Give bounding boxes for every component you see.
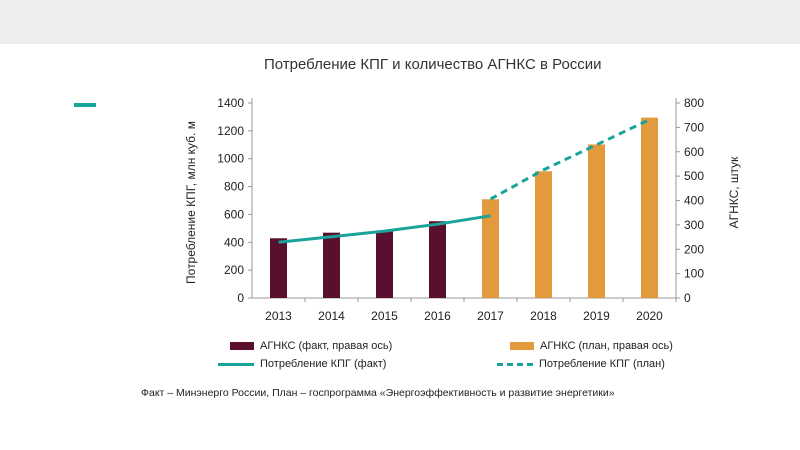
legend-item-fact-consumption: Потребление КПГ (факт) bbox=[218, 358, 386, 370]
bar-fact-2014 bbox=[323, 232, 340, 298]
bar-plan-2019 bbox=[588, 144, 605, 298]
left-tick-label: 1400 bbox=[217, 96, 244, 110]
y-axis-left-title: Потребление КПГ, млн куб. м bbox=[184, 121, 198, 284]
legend-label-fact-stations: АГНКС (факт, правая ось) bbox=[260, 340, 393, 352]
right-tick-label: 300 bbox=[684, 218, 704, 232]
y-axis-right-title: АГНКС, штук bbox=[727, 156, 741, 229]
left-tick-label: 400 bbox=[224, 235, 244, 249]
left-tick-label: 800 bbox=[224, 180, 244, 194]
bar-fact-2013 bbox=[270, 238, 287, 298]
accent-dash bbox=[74, 103, 96, 107]
right-tick-label: 700 bbox=[684, 120, 704, 134]
legend-label-plan-stations: АГНКС (план, правая ось) bbox=[540, 340, 673, 352]
legend-swatch-plan-stations bbox=[510, 342, 534, 350]
legend-item-fact-stations: АГНКС (факт, правая ось) bbox=[230, 340, 392, 352]
x-tick-label: 2017 bbox=[477, 309, 504, 323]
top-bar bbox=[0, 0, 800, 44]
right-tick-label: 500 bbox=[684, 169, 704, 183]
left-tick-label: 600 bbox=[224, 207, 244, 221]
legend-swatch-plan-consumption bbox=[497, 362, 533, 366]
x-tick-label: 2019 bbox=[583, 309, 610, 323]
right-tick-label: 0 bbox=[684, 291, 691, 305]
legend-item-plan-stations: АГНКС (план, правая ось) bbox=[510, 340, 673, 352]
x-tick-label: 2014 bbox=[318, 309, 345, 323]
x-tick-label: 2018 bbox=[530, 309, 557, 323]
line-consumption-plan bbox=[489, 118, 651, 201]
right-tick-label: 400 bbox=[684, 194, 704, 208]
legend-label-plan-consumption: Потребление КПГ (план) bbox=[539, 358, 665, 370]
x-tick-label: 2013 bbox=[265, 309, 292, 323]
legend-swatch-fact-consumption bbox=[218, 362, 254, 366]
bar-fact-2016 bbox=[429, 221, 446, 298]
chart-title: Потребление КПГ и количество АГНКС в Рос… bbox=[264, 56, 602, 73]
right-tick-label: 800 bbox=[684, 96, 704, 110]
bar-fact-2015 bbox=[376, 230, 393, 298]
x-tick-label: 2016 bbox=[424, 309, 451, 323]
x-tick-label: 2015 bbox=[371, 309, 398, 323]
right-tick-label: 200 bbox=[684, 242, 704, 256]
left-tick-label: 1200 bbox=[217, 124, 244, 138]
line-consumption-fact bbox=[278, 214, 491, 244]
bar-plan-2020 bbox=[641, 117, 658, 298]
bar-plan-2018 bbox=[535, 171, 552, 298]
left-tick-label: 200 bbox=[224, 263, 244, 277]
right-tick-label: 100 bbox=[684, 267, 704, 281]
source-note: Факт – Минэнерго России, План – госпрогр… bbox=[141, 387, 615, 399]
left-tick-label: 1000 bbox=[217, 152, 244, 166]
x-tick-label: 2020 bbox=[636, 309, 663, 323]
legend-item-plan-consumption: Потребление КПГ (план) bbox=[497, 358, 665, 370]
legend-swatch-fact-stations bbox=[230, 342, 254, 350]
bar-plan-2017 bbox=[482, 199, 499, 298]
legend-label-fact-consumption: Потребление КПГ (факт) bbox=[260, 358, 387, 370]
right-tick-label: 600 bbox=[684, 145, 704, 159]
left-tick-label: 0 bbox=[237, 291, 244, 305]
